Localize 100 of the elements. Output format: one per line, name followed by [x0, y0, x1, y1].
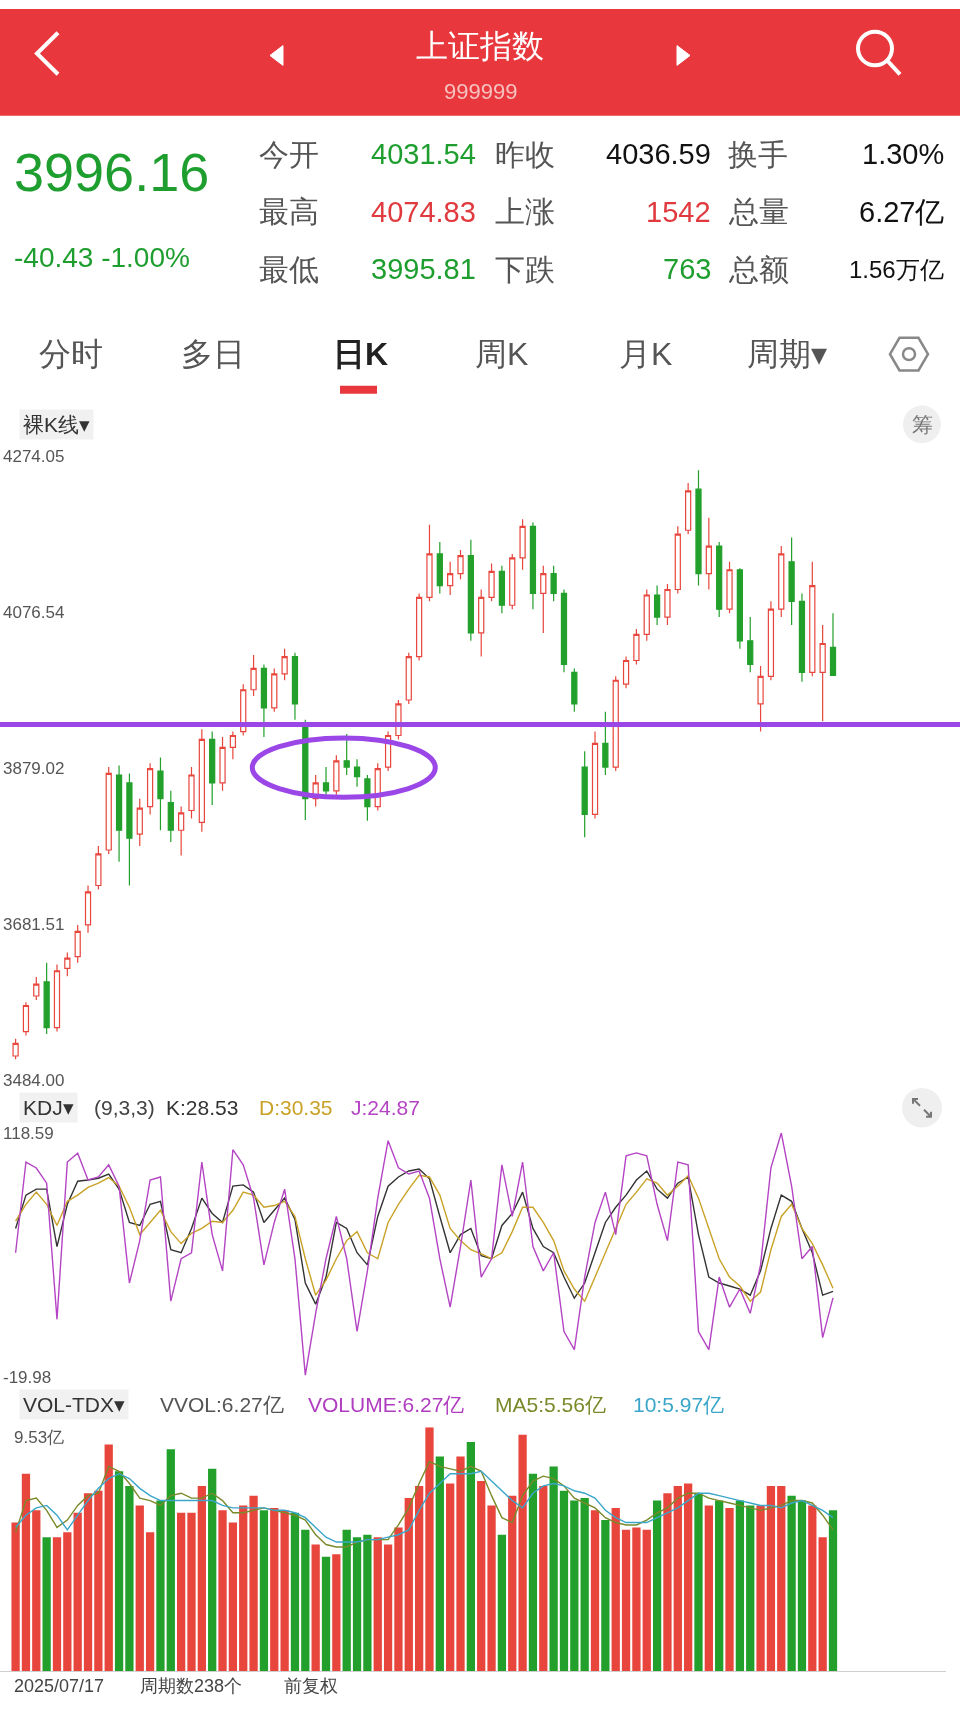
bar: [642, 1529, 651, 1672]
bar: [63, 1532, 72, 1672]
text: VOLUME:6.27亿: [308, 1393, 465, 1416]
bar: [321, 1556, 331, 1672]
bar: [363, 1534, 372, 1672]
candlestick: [12, 1038, 19, 1060]
bar: [559, 1490, 569, 1672]
bar: [777, 1485, 786, 1672]
bar: [466, 1441, 475, 1672]
bar: [580, 1498, 589, 1672]
candlestick: [415, 592, 423, 662]
annotation: 9.53亿: [14, 1428, 65, 1447]
candlestick: [747, 616, 754, 673]
candlestick: [612, 675, 619, 772]
bar: [311, 1544, 320, 1672]
bar: [425, 1427, 434, 1672]
text: 1.30%: [862, 138, 945, 170]
bar: [435, 1456, 444, 1672]
candlestick: [591, 730, 599, 819]
candlestick: [695, 469, 702, 587]
candlestick: [581, 750, 588, 838]
candlestick: [509, 553, 516, 610]
candlestick: [798, 592, 806, 683]
text: VVOL:6.27亿: [160, 1393, 284, 1416]
bar: [404, 1498, 413, 1672]
candlestick: [602, 711, 609, 776]
bar: [756, 1505, 765, 1672]
candlestick: [529, 521, 537, 610]
candlestick: [778, 545, 785, 618]
bar: [715, 1500, 724, 1672]
bar: [787, 1495, 796, 1672]
text: 周期▾: [747, 336, 827, 372]
candlestick: [250, 654, 257, 697]
candlestick: [788, 536, 795, 626]
bar: [94, 1490, 103, 1672]
text: 最低: [259, 253, 319, 286]
text: D:30.35: [259, 1096, 333, 1119]
bar: [539, 1485, 548, 1672]
candlestick: [353, 758, 361, 788]
bar: [352, 1537, 362, 1672]
bar: [570, 1500, 579, 1672]
bar: [290, 1512, 300, 1672]
candlestick: [767, 600, 775, 681]
bar: [177, 1512, 186, 1672]
bar: [373, 1537, 382, 1672]
bar: [394, 1527, 403, 1672]
text: 今开: [259, 138, 319, 171]
text: 1542: [646, 196, 711, 228]
bar: [746, 1505, 755, 1672]
candlestick: [643, 588, 650, 642]
bar: [673, 1485, 682, 1672]
candlestick: [105, 766, 112, 855]
text: 2025/07/17: [14, 1676, 105, 1696]
text: 筹: [912, 413, 933, 436]
bar: [145, 1532, 155, 1672]
candlestick: [467, 539, 474, 642]
candlestick: [53, 963, 61, 1033]
y-tick-label: 3484.00: [3, 1070, 65, 1090]
candlestick: [653, 584, 661, 626]
bar: [601, 1520, 610, 1672]
candlestick: [219, 736, 226, 792]
candlestick: [64, 952, 71, 977]
bar: [218, 1510, 227, 1672]
candlestick: [126, 772, 133, 887]
text: -40.43 -1.00%: [14, 242, 190, 273]
bar: [725, 1507, 734, 1672]
candlestick: [550, 565, 557, 602]
candlestick: [291, 652, 299, 721]
bar: [766, 1485, 776, 1672]
candlestick: [157, 757, 164, 831]
candlestick: [488, 562, 495, 602]
candlestick: [271, 667, 278, 713]
candlestick: [146, 762, 154, 816]
text: 4036.59: [606, 138, 711, 170]
bar: [818, 1537, 827, 1672]
y-tick-label: 118.59: [3, 1123, 54, 1143]
bar: [21, 1473, 31, 1672]
text: 前复权: [284, 1676, 338, 1696]
bar: [611, 1507, 620, 1672]
candlestick: [229, 730, 237, 760]
bar: [414, 1485, 424, 1672]
candlestick: [736, 567, 744, 650]
bar: [208, 1468, 217, 1672]
text: 999999: [444, 79, 518, 104]
candlestick: [167, 790, 174, 843]
candlestick: [809, 561, 816, 677]
candlestick: [333, 754, 340, 796]
candlestick: [198, 728, 205, 833]
candlestick: [622, 655, 630, 689]
text: 6.27亿: [859, 196, 945, 228]
bar: [549, 1466, 558, 1672]
text: 1.56万亿: [849, 256, 944, 283]
y-tick-label: 3879.02: [3, 758, 65, 778]
bar: [259, 1510, 269, 1672]
bar: [11, 1522, 20, 1672]
candlestick: [457, 549, 464, 580]
text: 上涨: [495, 195, 555, 228]
bar: [280, 1510, 289, 1672]
bar: [456, 1456, 465, 1672]
candlestick: [33, 976, 40, 1001]
